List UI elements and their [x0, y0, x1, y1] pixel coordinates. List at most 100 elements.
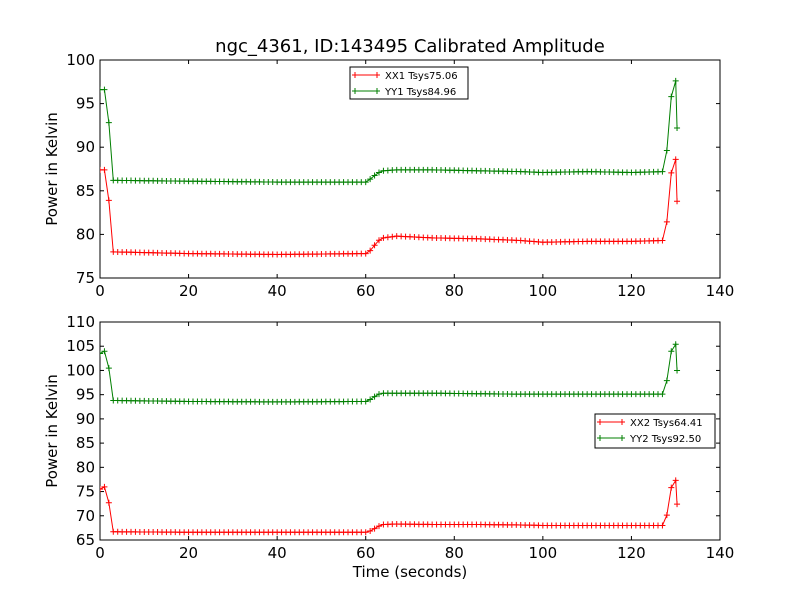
data-point	[376, 391, 382, 398]
chart-title: ngc_4361, ID:143495 Calibrated Amplitude	[215, 36, 605, 57]
y-tick-label: 75	[76, 483, 95, 501]
data-point	[100, 350, 103, 357]
legend-marker	[374, 88, 380, 94]
top-panel: 0 20 40 60 80 100 120 140 75 80 85 90 95 100 Power in …	[43, 51, 734, 300]
legend: XX1 Tsys75.06 YY1 Tsys84.96	[349, 66, 469, 100]
bottom-panel: 0 20 40 60 80 100 120 140 65 70 75 80 85 90 95 100 105 11…	[43, 313, 734, 581]
y-tick-label: 95	[76, 95, 95, 113]
data-point	[663, 377, 670, 384]
data-point	[672, 477, 679, 484]
y-tick-label: 110	[66, 313, 95, 331]
data-point	[663, 218, 670, 225]
data-point	[362, 179, 369, 186]
legend-box	[594, 413, 716, 449]
series-xx2	[100, 477, 681, 536]
data-point	[384, 234, 391, 241]
y-tick-label: 100	[66, 361, 95, 379]
x-tick-label: 80	[445, 282, 464, 300]
data-point	[371, 172, 378, 179]
data-point	[674, 198, 681, 205]
data-point	[367, 527, 374, 534]
y-tick-label: 70	[76, 507, 95, 525]
data-point	[380, 234, 387, 241]
data-point	[663, 147, 670, 154]
data-point	[105, 365, 112, 372]
data-point	[100, 486, 103, 493]
data-point	[668, 348, 675, 355]
series-yy2	[100, 341, 681, 405]
data-point	[105, 119, 112, 126]
data-point	[672, 156, 679, 163]
y-tick-label: 80	[76, 225, 95, 243]
legend-marker	[374, 72, 380, 78]
data-point	[105, 197, 112, 204]
data-point	[389, 233, 396, 240]
data-point	[371, 525, 378, 532]
x-tick-label: 20	[179, 544, 198, 562]
data-point	[376, 169, 382, 176]
data-point	[105, 499, 112, 506]
y-tick-label: 105	[66, 337, 95, 355]
x-tick-label: 60	[356, 544, 375, 562]
data-point	[674, 125, 681, 132]
data-point	[362, 529, 369, 536]
data-point	[674, 501, 681, 508]
data-point	[674, 367, 681, 374]
y-tick-label: 90	[76, 138, 95, 156]
series-line	[100, 159, 678, 255]
legend-label: YY2 Tsys92.50	[629, 434, 701, 445]
x-tick-label: 0	[95, 282, 105, 300]
y-tick-label: 95	[76, 386, 95, 404]
x-tick-label: 80	[445, 544, 464, 562]
series-xx1	[100, 156, 681, 258]
legend-marker	[619, 419, 625, 425]
data-point	[663, 512, 670, 519]
legend-marker	[597, 419, 603, 425]
legend-marker	[619, 435, 625, 441]
x-tick-label: 40	[268, 544, 287, 562]
data-point	[376, 237, 382, 244]
y-tick-label: 85	[76, 182, 95, 200]
y-tick-label: 100	[66, 51, 95, 69]
data-point	[101, 348, 108, 355]
x-tick-label: 60	[356, 282, 375, 300]
data-point	[659, 237, 666, 244]
x-tick-label: 140	[706, 544, 735, 562]
x-tick-label: 40	[268, 282, 287, 300]
data-point	[668, 93, 675, 100]
x-tick-label: 140	[706, 282, 735, 300]
data-point	[367, 396, 374, 403]
y-tick-label: 75	[76, 269, 95, 287]
data-point	[376, 523, 382, 530]
x-tick-label: 0	[95, 544, 105, 562]
data-point	[668, 484, 675, 491]
x-axis-label: Time (seconds)	[352, 563, 468, 581]
legend: XX2 Tsys64.41 YY2 Tsys92.50	[594, 413, 716, 449]
y-tick-label: 65	[76, 531, 95, 549]
data-point	[101, 166, 108, 173]
data-point	[362, 250, 369, 257]
y-axis-label: Power in Kelvin	[43, 112, 61, 226]
legend-box	[349, 66, 469, 100]
series-yy1	[100, 77, 681, 186]
data-point	[672, 77, 679, 84]
y-tick-label: 80	[76, 458, 95, 476]
legend-marker	[352, 72, 358, 78]
data-point	[367, 247, 374, 254]
y-axis-label: Power in Kelvin	[43, 374, 61, 488]
axes-frame	[99, 321, 721, 541]
data-point	[672, 341, 679, 348]
data-point	[659, 168, 666, 175]
y-tick-label: 90	[76, 410, 95, 428]
data-point	[659, 391, 666, 398]
data-point	[101, 483, 108, 490]
x-tick-label: 120	[617, 282, 646, 300]
x-tick-label: 20	[179, 282, 198, 300]
data-point	[101, 86, 108, 93]
data-point	[371, 393, 378, 400]
data-point	[367, 176, 374, 183]
legend-marker	[597, 435, 603, 441]
data-point	[362, 398, 369, 405]
legend-label: XX2 Tsys64.41	[630, 418, 703, 429]
